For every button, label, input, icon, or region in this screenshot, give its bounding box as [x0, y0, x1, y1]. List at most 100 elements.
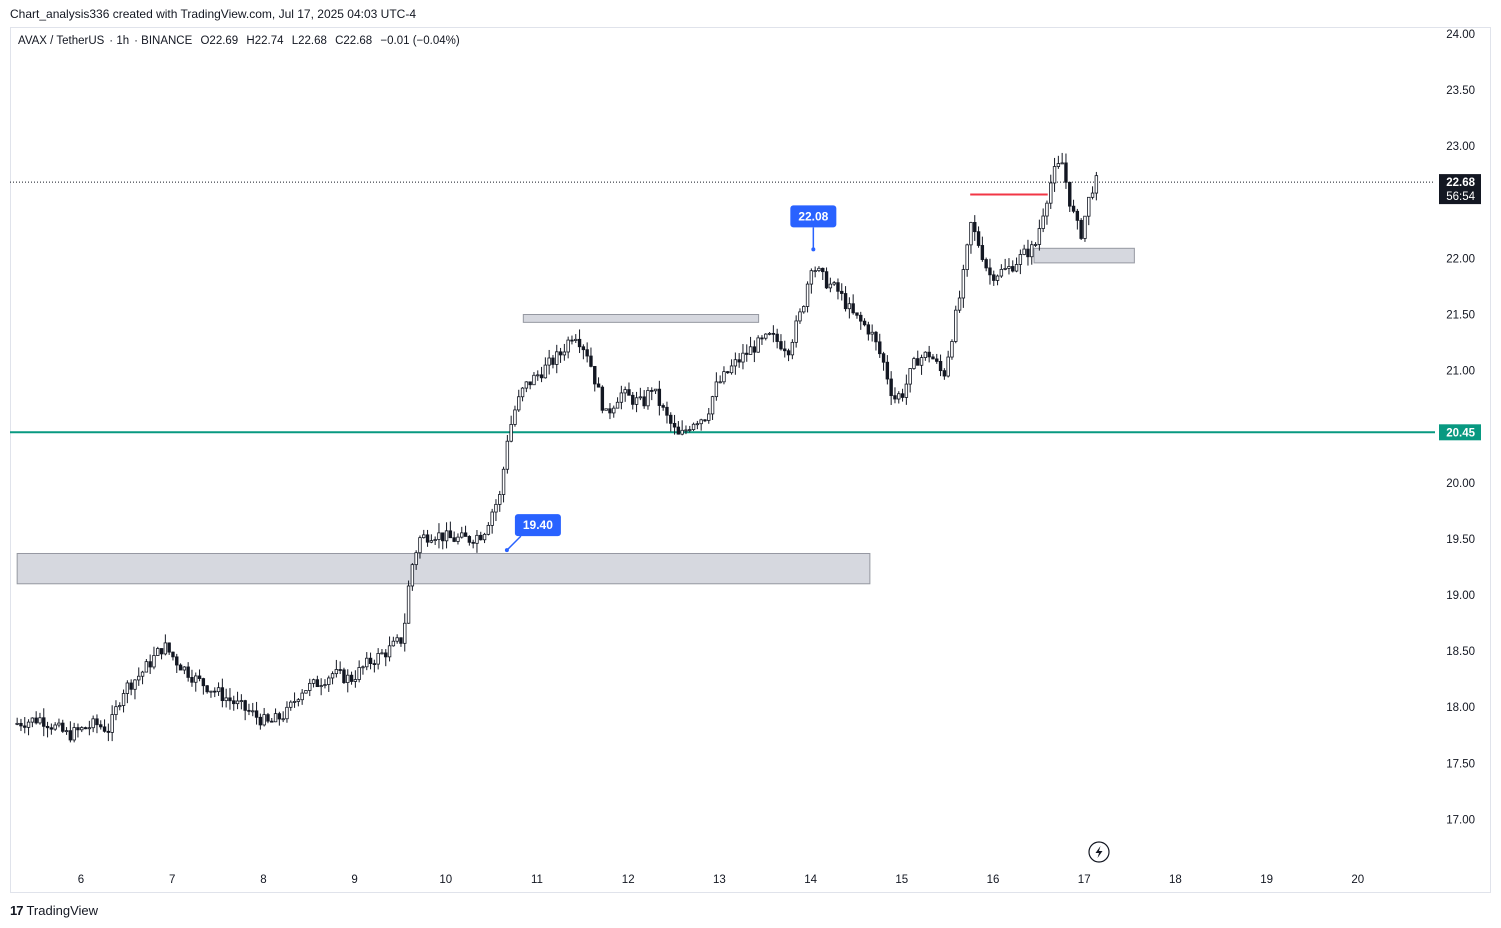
candle [209, 690, 213, 698]
candle-body [140, 671, 145, 677]
price-tick-label: 21.00 [1446, 366, 1475, 378]
candle-body [1003, 267, 1007, 270]
candle-body [471, 541, 475, 544]
candle-body [585, 349, 589, 357]
candle-body [1014, 264, 1019, 272]
candle [1087, 196, 1091, 226]
candle-body [167, 642, 171, 653]
candle-body [699, 419, 703, 425]
candle [938, 354, 943, 377]
candle [745, 344, 749, 362]
candle [748, 336, 753, 355]
candle-body [912, 358, 916, 369]
candle-body [634, 397, 639, 405]
candle [384, 649, 388, 667]
candle [285, 701, 289, 723]
price-tick-label: 20.00 [1446, 478, 1475, 490]
candle [137, 667, 141, 686]
candle [627, 382, 631, 396]
candle-body [251, 710, 255, 713]
candle [805, 281, 810, 313]
candle [289, 700, 293, 711]
price-tick-label: 17.50 [1446, 758, 1475, 770]
candle-body [539, 374, 544, 379]
candle [190, 669, 194, 687]
candle-body [490, 511, 494, 526]
candle [688, 425, 692, 433]
candle-body [441, 532, 445, 542]
candle [395, 634, 399, 644]
candle [760, 335, 764, 345]
supply-demand-zone-2[interactable] [1033, 247, 1135, 264]
candle-body [870, 331, 874, 335]
candle [824, 267, 829, 290]
candle-body [973, 221, 977, 233]
candle-body [49, 727, 54, 730]
candle-body [528, 381, 532, 386]
price-axis[interactable]: 24.00 23.50 23.00 22.00 21.50 21.00 20.00 19.50… [1439, 29, 1481, 826]
candle-body [144, 661, 149, 673]
candle [695, 420, 700, 430]
candle [596, 377, 601, 388]
candle [91, 715, 95, 733]
candle [38, 712, 42, 725]
symbol-legend[interactable]: AVAX / TetherUS · 1h · BINANCE O22.69 H22.… [18, 35, 460, 47]
candle [612, 405, 616, 418]
candle-body [159, 648, 164, 655]
candle-body [536, 374, 540, 377]
candle-body [764, 333, 768, 339]
candle [866, 321, 871, 341]
candle-body [289, 701, 293, 708]
candle [277, 711, 282, 726]
lightning-icon[interactable] [1088, 841, 1110, 863]
candle-body [691, 423, 696, 430]
bar-countdown-label: 56:54 [1446, 191, 1475, 203]
symbol-interval[interactable]: 1h [116, 35, 130, 47]
candle-body [878, 341, 882, 355]
candle-body [361, 666, 365, 669]
candle-body [608, 408, 612, 414]
symbol-pair[interactable]: AVAX / TetherUS [18, 35, 105, 47]
candle-body [642, 396, 646, 407]
tradingview-logo[interactable]: 17 TradingView [10, 903, 98, 918]
candle [486, 522, 491, 536]
supply-demand-zone-1[interactable] [522, 314, 760, 323]
candle-body [710, 396, 715, 415]
candle-body [923, 351, 928, 358]
time-axis[interactable]: 6 7 8 9 10 11 12 13 14 15 16 17 18 19 20 [78, 874, 1364, 886]
candle [167, 642, 171, 655]
candle [794, 315, 798, 348]
candle-body [786, 350, 791, 356]
candle-body [988, 267, 992, 276]
candle [840, 283, 844, 301]
candle-body [543, 364, 548, 379]
candle-body [676, 426, 681, 435]
candle [220, 678, 225, 708]
candle [1022, 244, 1026, 256]
candle [752, 340, 757, 363]
price-tick-label: 24.00 [1446, 29, 1475, 41]
candle [262, 707, 266, 727]
candle-body [148, 661, 152, 668]
candle-body [384, 652, 388, 658]
candle-body [1060, 162, 1064, 165]
candle-body [110, 714, 114, 733]
candle-body [395, 637, 399, 642]
candle [87, 720, 92, 736]
candle [509, 415, 513, 443]
candle [642, 390, 646, 409]
price-callout-1[interactable]: 22.08 [790, 205, 837, 252]
candle [64, 727, 69, 735]
candle-body [661, 405, 665, 408]
price-tick-label: 23.00 [1446, 141, 1475, 153]
candle-body [365, 657, 369, 668]
candle [631, 392, 635, 410]
candle [68, 721, 73, 743]
price-callout-0[interactable]: 19.40 [504, 514, 561, 553]
candle-body [1041, 215, 1045, 229]
candle-body [391, 640, 396, 647]
supply-demand-zone-0[interactable] [16, 552, 871, 585]
candle [232, 695, 236, 711]
candle-body [273, 713, 278, 723]
